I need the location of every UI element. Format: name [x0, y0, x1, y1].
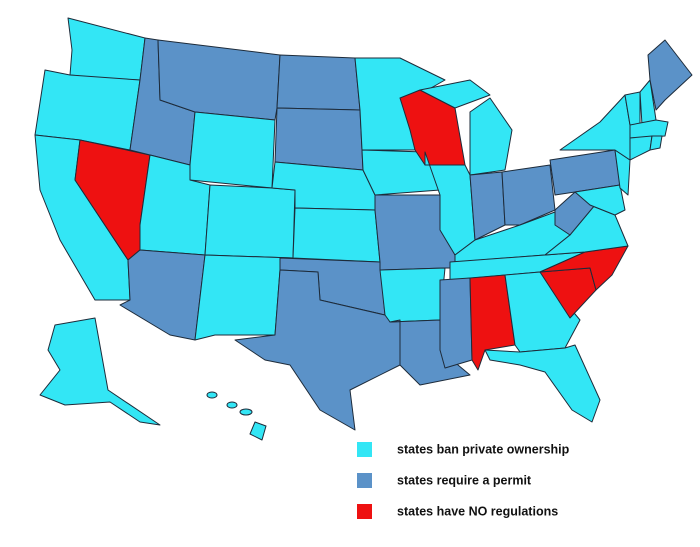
state [189, 111, 276, 189]
state [439, 277, 473, 369]
state [501, 164, 556, 226]
legend-label: states ban private ownership [397, 442, 570, 456]
legend: states ban private ownership states requi… [357, 442, 570, 519]
state [249, 421, 267, 441]
state [226, 401, 238, 409]
state [361, 149, 441, 196]
state [554, 191, 596, 236]
state [276, 54, 361, 111]
legend-label: states have NO regulations [397, 504, 558, 518]
legend-swatch [357, 504, 372, 519]
states [34, 17, 693, 441]
state [274, 107, 364, 171]
state [292, 207, 381, 263]
state [206, 391, 218, 399]
legend-label: states require a permit [397, 473, 532, 487]
state [234, 269, 401, 431]
legend-swatch [357, 442, 372, 457]
state [629, 119, 669, 139]
state [239, 408, 253, 416]
state [379, 267, 446, 323]
state [649, 135, 663, 151]
state [39, 317, 161, 426]
state [469, 97, 513, 176]
state [574, 184, 626, 216]
state [484, 344, 601, 423]
state [204, 184, 296, 259]
state [647, 39, 693, 111]
legend-swatch [357, 473, 372, 488]
state [419, 79, 491, 109]
